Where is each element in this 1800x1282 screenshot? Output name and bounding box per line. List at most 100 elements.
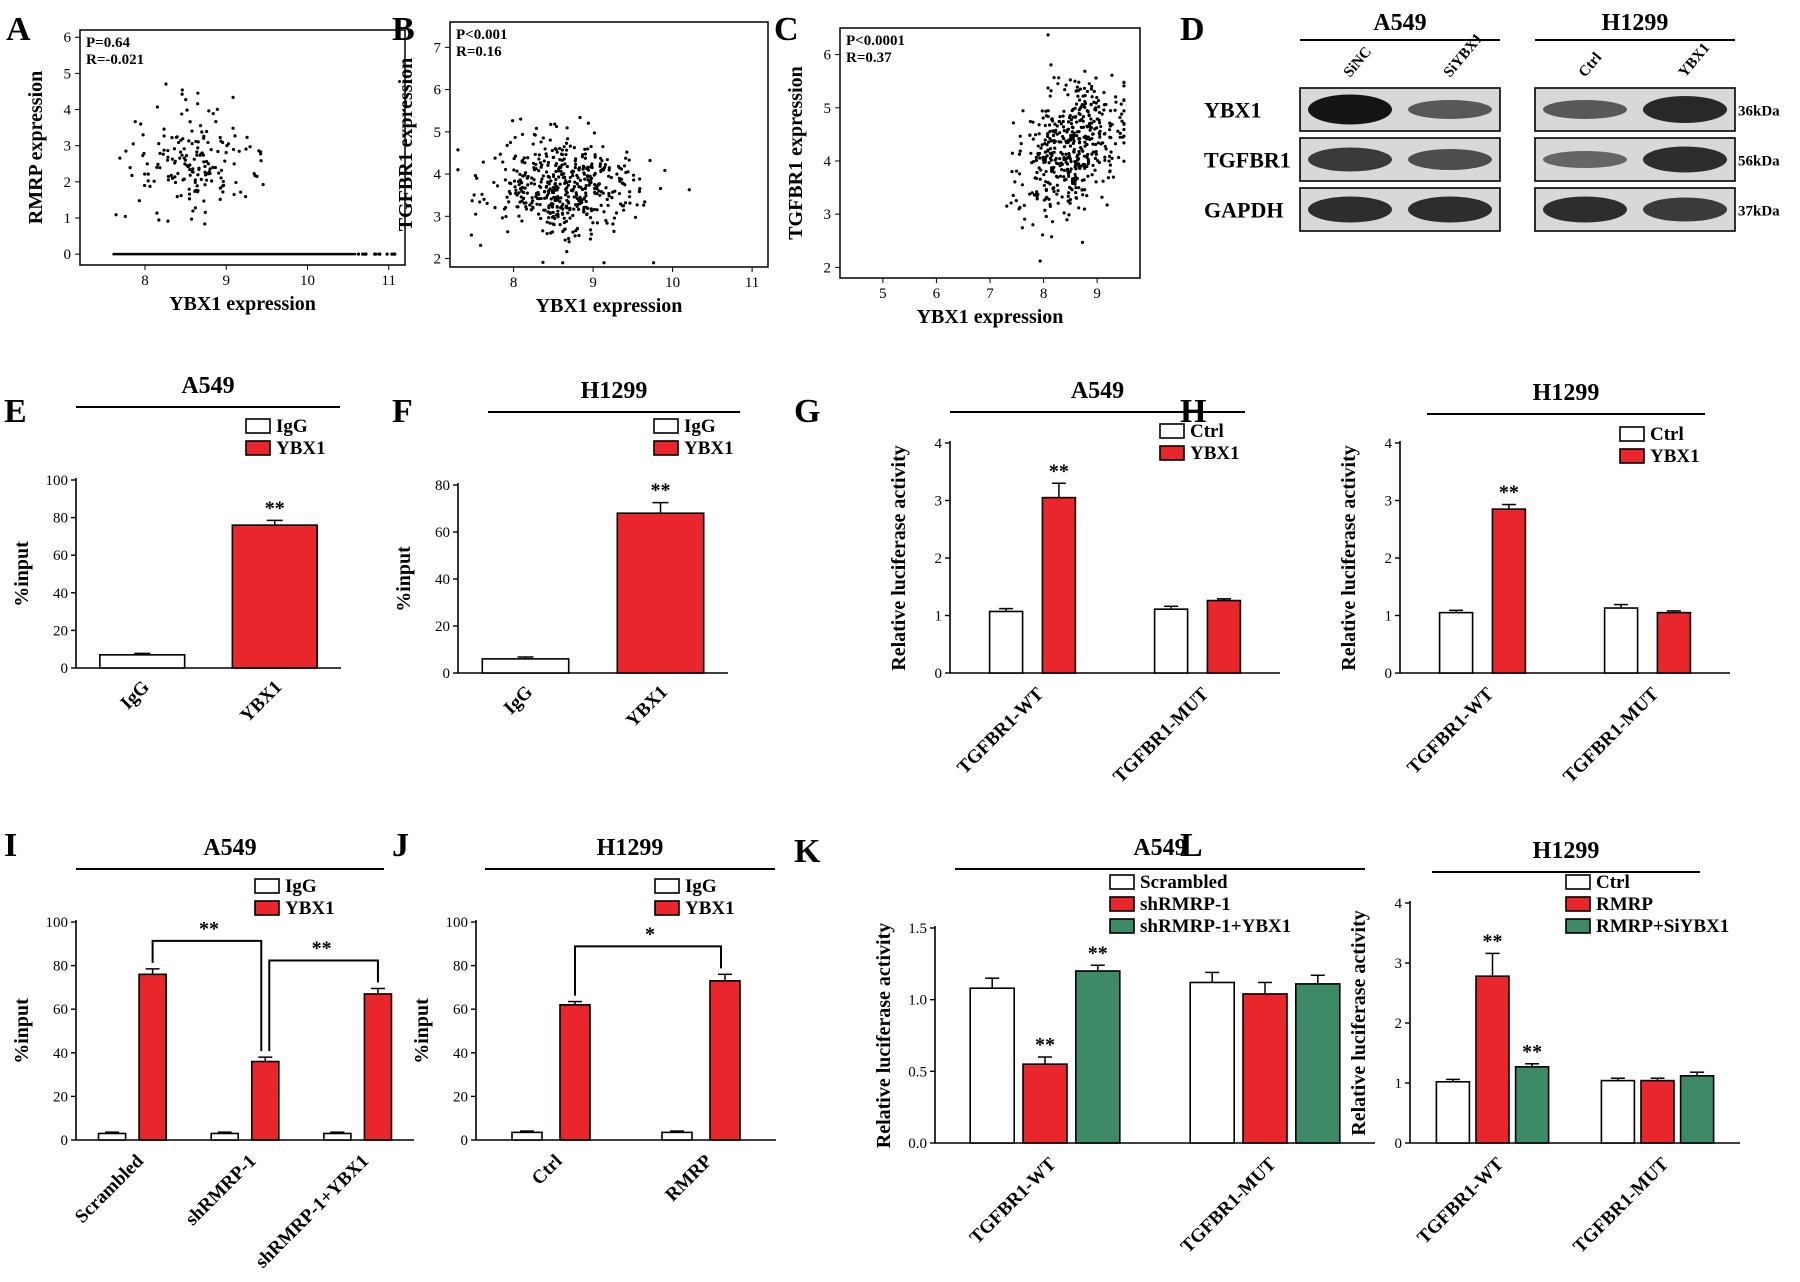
scatter-point bbox=[568, 216, 572, 220]
legend-swatch bbox=[654, 878, 680, 894]
category-label: TGFBR1-MUT bbox=[1559, 683, 1663, 787]
scatter-point bbox=[611, 222, 615, 226]
legend-label: YBX1 bbox=[276, 438, 326, 459]
scatter-point bbox=[480, 192, 484, 196]
y-tick-label: 0 bbox=[1395, 1136, 1403, 1152]
scatter-point bbox=[1065, 167, 1070, 171]
scatter-point bbox=[571, 174, 575, 178]
scatter-point bbox=[565, 250, 569, 254]
scatter-point bbox=[557, 175, 561, 179]
scatter-point bbox=[577, 207, 581, 211]
scatter-point bbox=[1044, 109, 1048, 113]
scatter-point bbox=[1101, 141, 1105, 145]
y-tick-label: 40 bbox=[453, 1046, 468, 1062]
scatter-point bbox=[1110, 156, 1114, 160]
scatter-point bbox=[577, 233, 581, 238]
scatter-point bbox=[520, 160, 524, 164]
scatter-point bbox=[1089, 87, 1094, 91]
scatter-point bbox=[620, 204, 625, 208]
scatter-point bbox=[1042, 172, 1046, 177]
scatter-point bbox=[523, 161, 527, 165]
scatter-point bbox=[507, 189, 511, 194]
scatter-point bbox=[553, 122, 557, 126]
scatter-point bbox=[472, 193, 476, 197]
scatter-point bbox=[1062, 211, 1066, 215]
scatter-point bbox=[513, 185, 517, 189]
scatter-point bbox=[1074, 102, 1079, 106]
bar-ctrl bbox=[1600, 1079, 1636, 1144]
scatter-point bbox=[1070, 125, 1074, 129]
scatter-point bbox=[179, 193, 183, 198]
scatter-point bbox=[1013, 180, 1017, 184]
x-tick-label: 10 bbox=[665, 275, 680, 291]
scatter-point bbox=[560, 211, 565, 215]
scatter-point bbox=[1040, 233, 1045, 237]
scatter-point bbox=[1094, 149, 1098, 154]
scatter-point bbox=[166, 219, 170, 223]
scatter-point bbox=[546, 163, 550, 167]
scatter-point bbox=[583, 147, 587, 151]
scatter-point bbox=[188, 167, 192, 172]
scatter-point bbox=[1022, 203, 1026, 208]
bar-ctrl bbox=[988, 610, 1024, 674]
scatter-point bbox=[1019, 142, 1023, 146]
scatter-point bbox=[259, 150, 263, 154]
scatter-point bbox=[203, 222, 207, 226]
scatter-point bbox=[1054, 161, 1059, 165]
scatter-point bbox=[1053, 122, 1057, 126]
scatter-point bbox=[1093, 142, 1098, 147]
scatter-point bbox=[1049, 139, 1054, 143]
scatter-point bbox=[583, 156, 587, 160]
scatter-point bbox=[1083, 165, 1087, 169]
scatter-point bbox=[1075, 120, 1079, 124]
bar-scrambled bbox=[969, 987, 1016, 1144]
scatter-point bbox=[1035, 190, 1039, 194]
scatter-point bbox=[586, 147, 590, 151]
category-label: TGFBR1-WT bbox=[1403, 683, 1498, 778]
scatter-point bbox=[571, 213, 575, 218]
scatter-point bbox=[1078, 106, 1083, 110]
scatter-point bbox=[1069, 121, 1074, 126]
bar-rmrp-siybx1 bbox=[1679, 1075, 1715, 1144]
scatter-point bbox=[572, 207, 576, 211]
scatter-point bbox=[600, 159, 604, 163]
scatter-point bbox=[248, 145, 252, 149]
scatter-point bbox=[601, 145, 605, 149]
scatter-point bbox=[593, 171, 597, 176]
scatter-point bbox=[595, 186, 599, 191]
scatter-point bbox=[232, 192, 236, 197]
scatter-point bbox=[1058, 157, 1062, 161]
scatter-point bbox=[538, 203, 542, 207]
scatter-point bbox=[1077, 206, 1081, 210]
significance-bracket bbox=[268, 959, 379, 1052]
scatter-point bbox=[198, 124, 203, 128]
y-axis-label: %input bbox=[411, 998, 433, 1064]
y-tick-label: 0.5 bbox=[908, 1064, 927, 1080]
scatter-point bbox=[631, 173, 636, 177]
scatter-point bbox=[575, 196, 579, 201]
bar-chart-k: A549 0.0 0.5 1.0 1.5 Relative luciferase acti… bbox=[873, 835, 1375, 1257]
scatter-point bbox=[1047, 197, 1051, 201]
scatter-point bbox=[588, 237, 593, 241]
chart-title: A549 bbox=[1071, 378, 1124, 404]
scatter-point bbox=[504, 214, 508, 219]
scatter-point bbox=[604, 186, 608, 190]
scatter-point bbox=[597, 182, 602, 186]
scatter-point bbox=[1058, 174, 1063, 178]
scatter-point bbox=[515, 169, 519, 173]
scatter-point bbox=[590, 165, 594, 170]
scatter-point bbox=[516, 205, 520, 209]
scatter-point bbox=[244, 195, 248, 199]
scatter-point bbox=[204, 178, 209, 182]
stat-annotation: P=0.64 bbox=[86, 35, 130, 51]
scatter-point bbox=[532, 168, 537, 172]
scatter-point bbox=[470, 199, 474, 203]
scatter-point bbox=[1048, 129, 1052, 134]
scatter-point bbox=[231, 95, 235, 99]
scatter-point bbox=[482, 197, 486, 202]
scatter-point bbox=[1061, 119, 1065, 124]
scatter-point bbox=[1017, 207, 1021, 211]
scatter-point bbox=[1033, 176, 1037, 180]
blot-band bbox=[1408, 100, 1492, 119]
scatter-point bbox=[1111, 175, 1116, 179]
